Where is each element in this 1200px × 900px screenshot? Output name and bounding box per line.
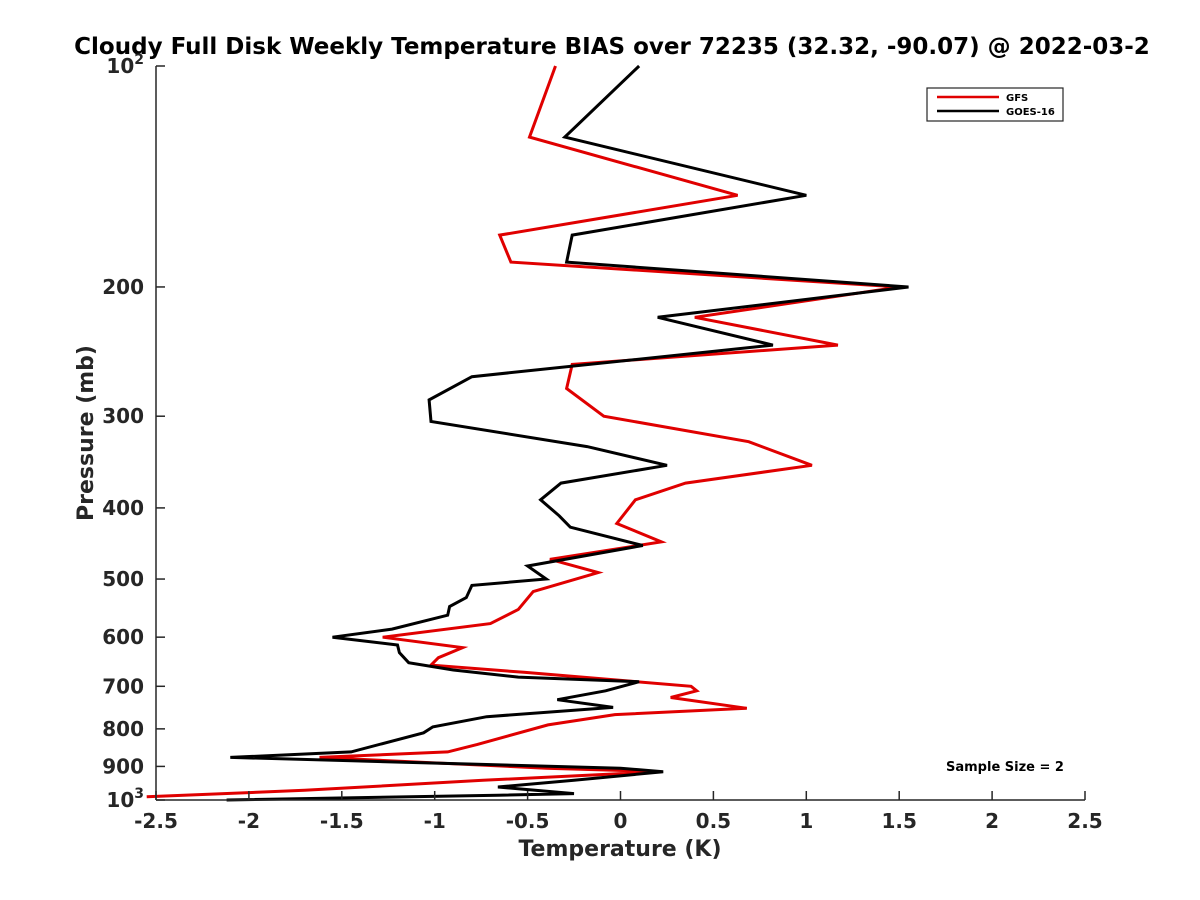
chart-title: Cloudy Full Disk Weekly Temperature BIAS… — [74, 34, 1150, 60]
legend: GFS GOES-16 — [926, 87, 1064, 122]
y-axis-ticks: 102 200 300 400 500 600 700 800 900 103 — [102, 52, 165, 812]
x-tick-label: 0 — [614, 809, 628, 833]
y-tick-label: 600 — [102, 625, 144, 649]
plot-area: -2.5 -2 -1.5 -1 -0.5 0 0.5 1 1.5 2 2.5 102 200 300 40… — [102, 52, 1102, 833]
x-tick-label: 1 — [799, 809, 813, 833]
series-line-goes-16 — [226, 64, 909, 802]
y-tick-label: 102 — [106, 52, 144, 78]
legend-label-gfs: GFS — [1006, 93, 1028, 104]
x-tick-label: -0.5 — [506, 809, 550, 833]
y-tick-label: 500 — [102, 567, 144, 591]
legend-box — [926, 87, 1064, 122]
series-line-gfs — [146, 65, 900, 799]
x-tick-label: -2 — [238, 809, 260, 833]
y-tick-label: 200 — [102, 275, 144, 299]
y-tick-label: 700 — [102, 674, 144, 698]
x-tick-label: -1.5 — [320, 809, 364, 833]
y-tick-label: 103 — [106, 786, 144, 812]
x-axis-ticks: -2.5 -2 -1.5 -1 -0.5 0 0.5 1 1.5 2 2.5 — [134, 791, 1103, 833]
y-tick-label: 300 — [102, 404, 144, 428]
sample-size-annotation: Sample Size = 2 — [946, 760, 1064, 775]
x-axis-title: Temperature (K) — [518, 837, 721, 862]
x-tick-label: 1.5 — [881, 809, 916, 833]
y-tick-label: 400 — [102, 496, 144, 520]
y-axis-title: Pressure (mb) — [74, 345, 99, 521]
x-tick-label: 2.5 — [1067, 809, 1102, 833]
x-tick-label: 2 — [985, 809, 999, 833]
x-tick-label: -1 — [424, 809, 446, 833]
series-layer — [146, 64, 909, 802]
legend-label-goes-16: GOES-16 — [1006, 107, 1055, 118]
x-tick-label: -2.5 — [134, 809, 178, 833]
y-tick-label: 800 — [102, 717, 144, 741]
y-tick-label: 900 — [102, 754, 144, 778]
x-tick-label: 0.5 — [696, 809, 731, 833]
